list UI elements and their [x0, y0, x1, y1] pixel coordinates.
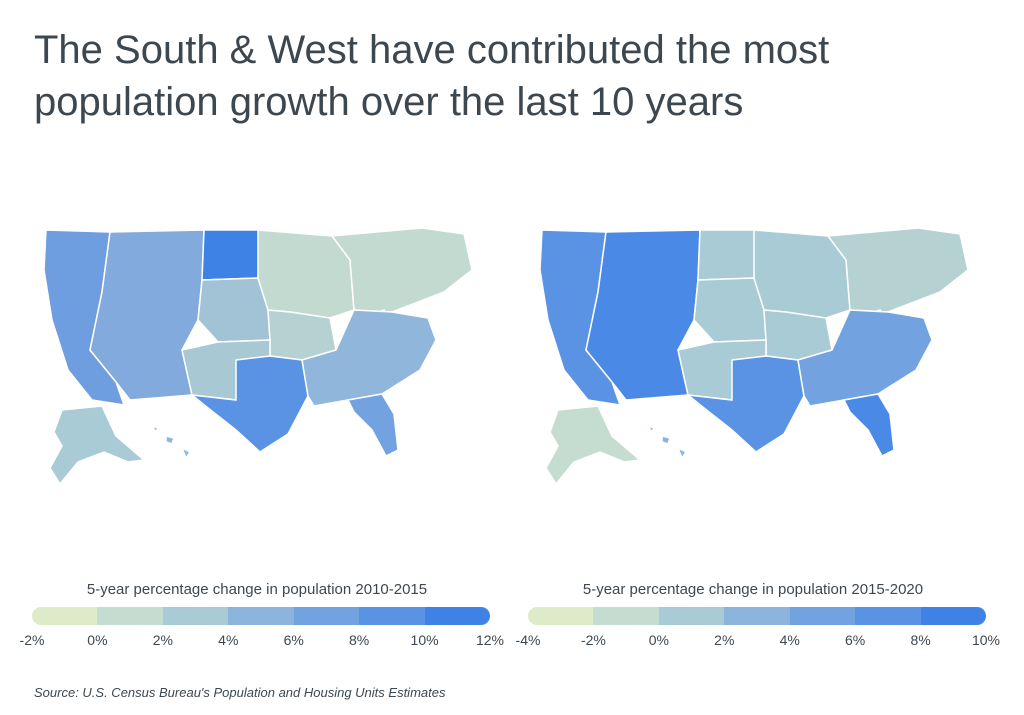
- map-2015-2020: [539, 227, 969, 486]
- region-plains: [197, 277, 271, 343]
- region-dakota: [201, 229, 261, 281]
- legend-swatch: [424, 607, 490, 625]
- legend-tick-label: 6%: [283, 632, 304, 648]
- legend-tick-label: 2%: [152, 632, 173, 648]
- source-note: Source: U.S. Census Bureau's Population …: [34, 685, 446, 700]
- legend-tick-label: 2%: [714, 632, 735, 648]
- legend-swatch: [359, 607, 425, 625]
- region-florida: [346, 393, 399, 457]
- legend-swatch: [32, 607, 98, 625]
- legend-swatch: [528, 607, 594, 625]
- region-dakota: [697, 229, 757, 281]
- title-line-2: population growth over the last 10 years: [34, 80, 744, 124]
- legend-tick-label: -4%: [515, 632, 541, 648]
- legend-tick-label: 8%: [910, 632, 931, 648]
- legend-swatch: [293, 607, 360, 625]
- legend-swatch: [658, 607, 725, 625]
- legend-tick-label: 4%: [779, 632, 800, 648]
- legend-swatch: [593, 607, 659, 625]
- legend-title: 5-year percentage change in population 2…: [582, 581, 924, 598]
- region-hawaii: [646, 424, 688, 460]
- region-hawaii: [150, 424, 192, 460]
- title-line-1: The South & West have contributed the mo…: [34, 28, 830, 72]
- region-northeast: [826, 227, 969, 313]
- legend-tick-label: 6%: [845, 632, 866, 648]
- legend-swatch: [855, 607, 921, 625]
- legend-swatch: [789, 607, 856, 625]
- legend-tick-label: 12%: [475, 632, 505, 648]
- region-alaska: [49, 405, 146, 486]
- region-southeast: [797, 309, 933, 407]
- legend-tick-label: 4%: [218, 632, 239, 648]
- map-2010-2015: [43, 227, 473, 486]
- legend-tick-label: 0%: [648, 632, 669, 648]
- legend-2010-2015: 5-year percentage change in population 2…: [20, 580, 504, 654]
- legend-ticks: -4% -2% 0% 2% 4% 6% 8% 10%: [516, 632, 1000, 654]
- region-northeast: [330, 227, 473, 313]
- legend-tick-label: 8%: [349, 632, 370, 648]
- legend-swatch: [97, 607, 163, 625]
- legend-title: 5-year percentage change in population 2…: [86, 581, 428, 598]
- legend-tick-label: -2%: [580, 632, 606, 648]
- region-texas: [685, 355, 805, 453]
- legend-tick-label: 10%: [971, 632, 1001, 648]
- legend-color-bar: [32, 607, 490, 625]
- region-alaska: [545, 405, 642, 486]
- region-texas: [189, 355, 309, 453]
- region-florida: [842, 393, 895, 457]
- region-plains: [693, 277, 767, 343]
- legend-swatch: [162, 607, 229, 625]
- legend-ticks: -2% 0% 2% 4% 6% 8% 10% 12%: [20, 632, 504, 654]
- region-southeast: [301, 309, 437, 407]
- legend-2015-2020: 5-year percentage change in population 2…: [516, 580, 1000, 654]
- page-title: The South & West have contributed the mo…: [34, 24, 994, 128]
- legend-tick-label: -2%: [19, 632, 45, 648]
- legend-swatch: [920, 607, 986, 625]
- legend-tick-label: 0%: [87, 632, 108, 648]
- legend-tick-label: 10%: [410, 632, 439, 648]
- legend-swatch: [724, 607, 790, 625]
- legend-color-bar: [528, 607, 986, 625]
- legend-swatch: [228, 607, 294, 625]
